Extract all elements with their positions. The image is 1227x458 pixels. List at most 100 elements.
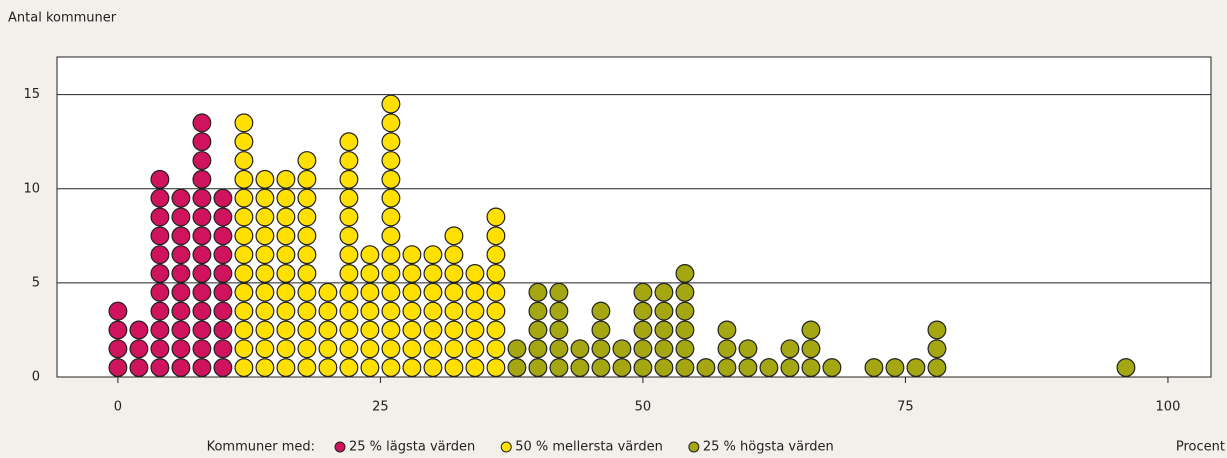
dot bbox=[234, 282, 254, 302]
x-tick-label: 50 bbox=[635, 400, 652, 415]
dot bbox=[675, 301, 695, 321]
dot bbox=[633, 339, 653, 359]
dot bbox=[360, 339, 380, 359]
dot-column bbox=[423, 245, 443, 378]
dot bbox=[234, 301, 254, 321]
dot bbox=[276, 358, 296, 378]
dot bbox=[234, 320, 254, 340]
dot bbox=[339, 169, 359, 189]
dot bbox=[234, 339, 254, 359]
dot bbox=[591, 320, 611, 340]
dot bbox=[192, 301, 212, 321]
dot bbox=[633, 282, 653, 302]
dot bbox=[381, 188, 401, 208]
dot bbox=[675, 282, 695, 302]
dot bbox=[465, 339, 485, 359]
dot-column bbox=[822, 358, 842, 378]
dot bbox=[255, 188, 275, 208]
dot bbox=[192, 207, 212, 227]
dot bbox=[297, 245, 317, 265]
y-tick-label: 0 bbox=[32, 370, 40, 385]
dot bbox=[381, 264, 401, 283]
dot-column bbox=[339, 132, 359, 378]
dot-column bbox=[213, 188, 233, 378]
dot bbox=[360, 358, 380, 378]
dot bbox=[360, 282, 380, 302]
dot bbox=[318, 358, 338, 378]
dot bbox=[171, 188, 191, 208]
dot bbox=[192, 282, 212, 302]
legend-label: 50 % mellersta värden bbox=[515, 440, 663, 455]
dot bbox=[339, 245, 359, 265]
x-tick-label: 100 bbox=[1156, 400, 1181, 415]
dot bbox=[339, 264, 359, 283]
dot bbox=[150, 358, 170, 378]
dot bbox=[213, 320, 233, 340]
dot bbox=[528, 358, 548, 378]
dot bbox=[927, 358, 947, 378]
dot bbox=[234, 245, 254, 265]
dot bbox=[696, 358, 716, 378]
dot-column bbox=[381, 94, 401, 378]
dot bbox=[150, 282, 170, 302]
dot bbox=[402, 339, 422, 359]
dot bbox=[465, 264, 485, 283]
dot bbox=[486, 282, 506, 302]
dot bbox=[339, 320, 359, 340]
dot-column bbox=[591, 301, 611, 378]
dot bbox=[633, 358, 653, 378]
dot bbox=[297, 188, 317, 208]
dot-column bbox=[1116, 358, 1136, 378]
dot bbox=[549, 320, 569, 340]
dot-column bbox=[465, 264, 485, 378]
dot bbox=[381, 113, 401, 133]
dot bbox=[276, 226, 296, 246]
dot bbox=[507, 339, 527, 359]
dot bbox=[276, 245, 296, 265]
dot bbox=[213, 245, 233, 265]
dot bbox=[192, 188, 212, 208]
dot-column bbox=[171, 188, 191, 378]
dot bbox=[192, 132, 212, 152]
dot-column bbox=[297, 151, 317, 378]
dot bbox=[465, 301, 485, 321]
dot bbox=[255, 207, 275, 227]
dot bbox=[150, 245, 170, 265]
dot bbox=[213, 339, 233, 359]
dot-column bbox=[654, 282, 674, 378]
dot bbox=[255, 245, 275, 265]
dot bbox=[234, 188, 254, 208]
dot bbox=[423, 320, 443, 340]
dot bbox=[486, 207, 506, 227]
y-axis-label: Antal kommuner bbox=[8, 11, 117, 26]
dot bbox=[612, 358, 632, 378]
dot-column bbox=[738, 339, 758, 378]
dot bbox=[444, 226, 464, 246]
dot bbox=[381, 94, 401, 114]
dot-column bbox=[318, 282, 338, 378]
dot bbox=[780, 358, 800, 378]
dot-column bbox=[864, 358, 884, 378]
dot bbox=[171, 339, 191, 359]
y-tick-label: 5 bbox=[32, 275, 40, 290]
dot bbox=[192, 339, 212, 359]
y-tick-label: 15 bbox=[23, 87, 40, 102]
dot bbox=[297, 207, 317, 227]
dot bbox=[675, 264, 695, 283]
dot bbox=[276, 207, 296, 227]
dot bbox=[633, 320, 653, 340]
dot bbox=[738, 339, 758, 359]
dot bbox=[192, 245, 212, 265]
dot bbox=[444, 320, 464, 340]
dot bbox=[465, 282, 485, 302]
dot bbox=[549, 339, 569, 359]
dot bbox=[150, 339, 170, 359]
dot bbox=[171, 282, 191, 302]
dot bbox=[864, 358, 884, 378]
dot bbox=[339, 207, 359, 227]
dot bbox=[906, 358, 926, 378]
dot bbox=[444, 282, 464, 302]
dot-column bbox=[360, 245, 380, 378]
dot bbox=[150, 264, 170, 283]
dot bbox=[213, 226, 233, 246]
